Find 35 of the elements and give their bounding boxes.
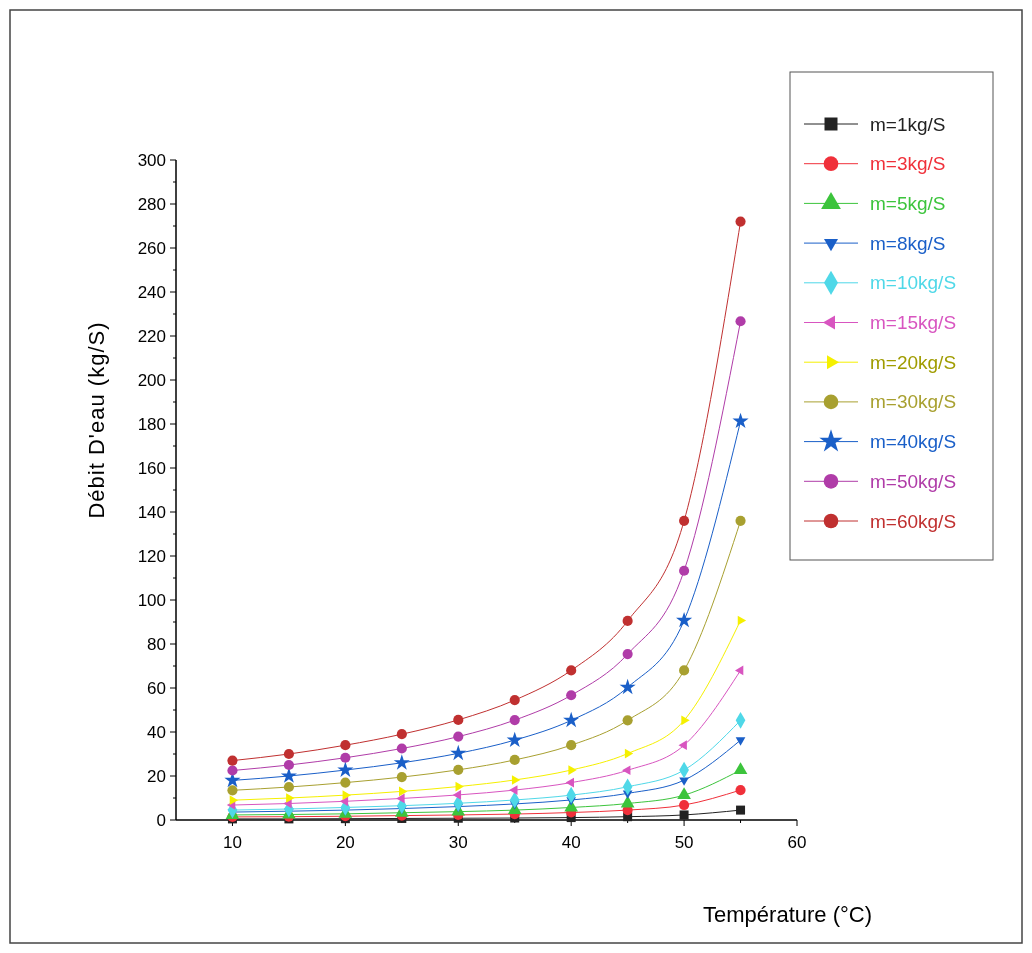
x-tick-label: 20	[335, 833, 355, 852]
legend-label: m=30kg/S	[870, 391, 957, 413]
y-axis-title: Débit D'eau (kg/S)	[84, 321, 109, 519]
legend-label: m=15kg/S	[870, 312, 957, 333]
y-tick-label: 280	[137, 194, 166, 214]
x-axis-title: Température (°C)	[703, 902, 872, 927]
y-tick-label: 60	[147, 678, 166, 698]
y-tick-label: 220	[137, 326, 166, 346]
x-tick-label: 10	[222, 833, 242, 852]
legend-label: m=10kg/S	[870, 272, 957, 294]
y-tick-label: 240	[137, 282, 166, 302]
y-tick-label: 160	[137, 458, 166, 478]
y-tick-label: 0	[156, 810, 166, 830]
legend-label: m=40kg/S	[870, 431, 957, 453]
x-tick-label: 40	[561, 833, 581, 852]
y-tick-label: 260	[137, 238, 166, 258]
legend-label: m=20kg/S	[870, 351, 957, 373]
x-tick-label: 30	[448, 833, 468, 852]
y-tick-label: 140	[137, 502, 166, 522]
legend-label: m=3kg/S	[870, 153, 946, 175]
y-tick-label: 100	[137, 590, 166, 610]
legend-label: m=60kg/S	[870, 510, 957, 532]
y-tick-label: 300	[137, 150, 166, 170]
y-tick-label: 40	[147, 722, 166, 742]
y-tick-label: 80	[147, 634, 166, 654]
legend-label: m=1kg/S	[870, 113, 946, 135]
y-tick-label: 120	[137, 546, 166, 566]
y-tick-label: 20	[147, 766, 166, 786]
y-tick-label: 200	[137, 370, 166, 390]
y-tick-label: 180	[137, 414, 166, 434]
x-tick-label: 60	[787, 833, 807, 852]
legend-label: m=8kg/S	[870, 232, 946, 254]
legend-label: m=5kg/S	[870, 192, 946, 214]
x-tick-label: 50	[674, 833, 694, 852]
legend-label: m=50kg/S	[870, 470, 957, 492]
